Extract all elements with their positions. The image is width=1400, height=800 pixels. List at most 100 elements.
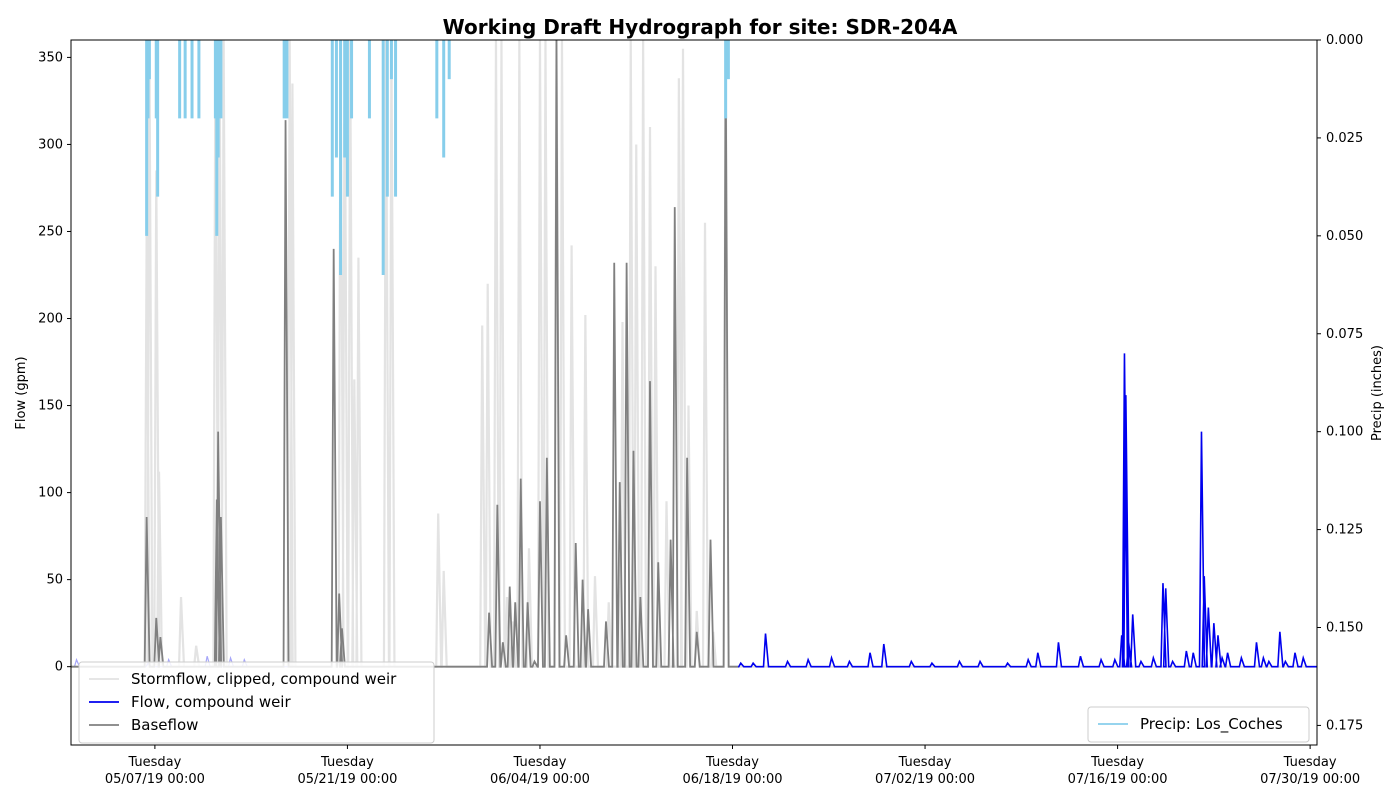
flow-point-35	[1172, 661, 1173, 662]
legend-right-box	[1087, 706, 1310, 743]
baseflow-point-34	[658, 562, 659, 563]
stormflow-point-18	[438, 513, 439, 514]
baseflow-point-28	[614, 262, 615, 263]
baseflow-point-30	[626, 262, 627, 263]
baseflow-point-6	[285, 119, 286, 120]
flow-point-47	[1263, 657, 1264, 658]
baseflow-point-8	[333, 248, 334, 249]
baseflow-point-38	[696, 631, 697, 632]
y2-tick-label: 0.075	[1326, 327, 1363, 342]
plot-frame	[70, 39, 1318, 746]
stormflow-point-21	[487, 283, 488, 284]
baseflow-point-29	[619, 482, 620, 483]
flow-point-29	[1128, 642, 1129, 643]
flow-point-50	[1285, 661, 1286, 662]
x-tick-label-day: Tuesday	[898, 755, 952, 770]
flow-point-11	[831, 657, 832, 658]
flow-point-24	[1100, 659, 1101, 660]
x-tick-label-date: 07/16/19 00:00	[1068, 772, 1168, 787]
stormflow-point-45	[688, 405, 689, 406]
y-tick-label: 350	[38, 50, 63, 65]
baseflow-point-16	[515, 602, 516, 603]
flow-point-13	[869, 652, 870, 653]
y2-axis-label: Precip (inches)	[1370, 345, 1385, 441]
stormflow-point-5	[196, 645, 197, 646]
baseflow-point-23	[565, 635, 566, 636]
x-tick-label-date: 07/30/19 00:00	[1260, 772, 1360, 787]
flow-point-7	[753, 663, 754, 664]
y2-tick-label: 0.150	[1326, 621, 1363, 636]
y2-tick-label: 0.000	[1326, 33, 1363, 48]
stormflow-point-19	[443, 570, 444, 571]
baseflow-point-32	[640, 596, 641, 597]
flow-point-38	[1201, 431, 1202, 432]
stormflow-point-41	[655, 266, 656, 267]
legend-left-label: Stormflow, clipped, compound weir	[131, 670, 397, 688]
stormflow-point-10	[292, 83, 293, 84]
stormflow-point-14	[354, 379, 355, 380]
flow-point-37	[1193, 652, 1194, 653]
y-tick-label: 150	[38, 399, 63, 414]
baseflow-point-17	[520, 478, 521, 479]
baseflow-point-31	[633, 450, 634, 451]
y2-tick-label: 0.050	[1326, 229, 1363, 244]
stormflow-point-4	[180, 596, 181, 597]
y-tick-label: 0	[55, 660, 63, 675]
flow-point-41	[1213, 623, 1214, 624]
flow-point-42	[1217, 635, 1218, 636]
baseflow-point-1	[156, 617, 157, 618]
flow-point-23	[1080, 656, 1081, 657]
flow-point-27	[1124, 353, 1125, 354]
chart-title: Working Draft Hydrograph for site: SDR-2…	[443, 15, 958, 39]
flow-point-31	[1140, 661, 1141, 662]
stormflow-point-27	[528, 548, 529, 549]
flow-point-49	[1279, 631, 1280, 632]
legend-left-label: Flow, compound weir	[131, 693, 291, 711]
stormflow-point-46	[696, 610, 697, 611]
baseflow-point-3	[216, 499, 217, 500]
x-tick-label-day: Tuesday	[513, 755, 567, 770]
x-tick-label-date: 07/02/19 00:00	[875, 772, 975, 787]
baseflow-point-27	[605, 621, 606, 622]
baseflow-point-12	[488, 612, 489, 613]
flow-series-line	[737, 353, 1317, 668]
flow-point-51	[1294, 652, 1295, 653]
stormflow-point-38	[636, 144, 637, 145]
baseflow-point-15	[509, 586, 510, 587]
flow-point-22	[1058, 642, 1059, 643]
x-tick-label-day: Tuesday	[705, 755, 759, 770]
baseflow-point-24	[575, 542, 576, 543]
flow-point-18	[979, 661, 980, 662]
flow-point-30	[1132, 614, 1133, 615]
baseflow-point-33	[649, 381, 650, 382]
flow-point-44	[1227, 652, 1228, 653]
stormflow-point-3	[158, 471, 159, 472]
stormflow-point-43	[678, 78, 679, 79]
baseflow-point-18	[527, 602, 528, 603]
flow-point-12	[849, 661, 850, 662]
stormflow-series-line	[71, 40, 1317, 668]
baseflow-point-37	[687, 457, 688, 458]
stormflow-point-42	[666, 501, 667, 502]
flow-point-6	[740, 663, 741, 664]
x-tick-label-day: Tuesday	[127, 755, 181, 770]
y-tick-label: 100	[38, 486, 63, 501]
stormflow-point-20	[482, 325, 483, 326]
flow-point-48	[1268, 661, 1269, 662]
flow-point-32	[1153, 657, 1154, 658]
flow-point-17	[959, 661, 960, 662]
baseflow-point-35	[670, 539, 671, 540]
flow-point-43	[1222, 657, 1223, 658]
flow-point-28	[1125, 395, 1126, 396]
legend-left-label: Baseflow	[131, 716, 198, 734]
flow-point-21	[1037, 652, 1038, 653]
baseflow-point-14	[502, 642, 503, 643]
stormflow-point-36	[622, 321, 623, 322]
flow-point-19	[1007, 663, 1008, 664]
baseflow-point-0	[146, 516, 147, 517]
y2-tick-label: 0.100	[1326, 425, 1363, 440]
baseflow-series-line	[71, 40, 739, 668]
flow-point-16	[931, 663, 932, 664]
stormflow-point-33	[585, 314, 586, 315]
flow-point-26	[1121, 635, 1122, 636]
